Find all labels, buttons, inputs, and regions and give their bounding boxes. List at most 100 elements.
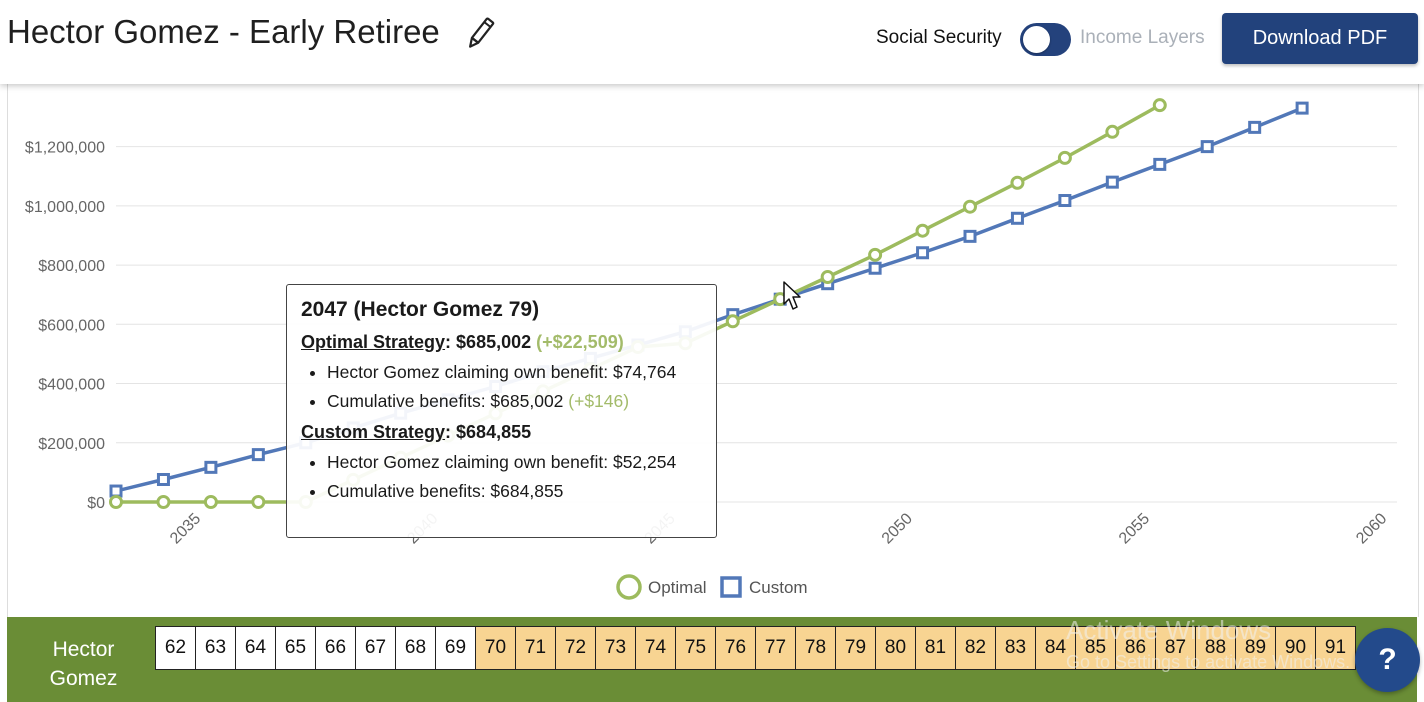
age-cell-69[interactable]: 69	[435, 626, 476, 670]
age-cell-79[interactable]: 79	[835, 626, 876, 670]
custom-strategy-value: $684,855	[456, 422, 532, 442]
custom-cumulative-benefits: Cumulative benefits: $684,855	[327, 481, 564, 501]
age-cell-64[interactable]: 64	[235, 626, 276, 670]
optimal-own-benefit: Hector Gomez claiming own benefit: $74,7…	[327, 362, 677, 382]
age-cell-84[interactable]: 84	[1035, 626, 1076, 670]
custom-data-point[interactable]	[868, 261, 882, 275]
age-cell-85[interactable]: 85	[1075, 626, 1116, 670]
custom-data-point[interactable]	[1058, 194, 1072, 208]
y-tick-label: $200,000	[38, 436, 105, 453]
download-pdf-button[interactable]: Download PDF	[1222, 13, 1418, 64]
optimal-data-point[interactable]	[1010, 175, 1025, 190]
age-cell-91[interactable]: 91	[1315, 626, 1356, 670]
custom-data-point[interactable]	[963, 229, 977, 243]
age-cell-73[interactable]: 73	[595, 626, 636, 670]
age-cell-66[interactable]: 66	[315, 626, 356, 670]
person-last-name: Gomez	[49, 667, 118, 690]
age-cell-65[interactable]: 65	[275, 626, 316, 670]
y-tick-label: $0	[87, 495, 105, 512]
age-cell-77[interactable]: 77	[755, 626, 796, 670]
optimal-data-point[interactable]	[156, 495, 171, 509]
legend-optimal-marker[interactable]	[616, 574, 642, 600]
optimal-data-point[interactable]	[868, 247, 883, 262]
age-cell-78[interactable]: 78	[795, 626, 836, 670]
optimal-cumulative-delta: (+$146)	[568, 391, 630, 411]
optimal-data-point[interactable]	[1105, 124, 1120, 139]
age-cell-71[interactable]: 71	[515, 626, 556, 670]
optimal-data-point[interactable]	[725, 314, 740, 329]
list-item: Hector Gomez claiming own benefit: $74,7…	[327, 358, 702, 387]
age-cell-72[interactable]: 72	[555, 626, 596, 670]
custom-data-point[interactable]	[1295, 101, 1309, 115]
optimal-data-point[interactable]	[1152, 98, 1167, 113]
age-cell-88[interactable]: 88	[1195, 626, 1236, 670]
legend-custom-label[interactable]: Custom	[749, 578, 808, 597]
y-tick-label: $600,000	[38, 317, 105, 334]
age-cell-87[interactable]: 87	[1155, 626, 1196, 670]
age-cell-70[interactable]: 70	[475, 626, 516, 670]
income-layers-label: Income Layers	[1080, 27, 1205, 48]
x-tick-label: 2060	[1353, 510, 1390, 547]
age-cell-67[interactable]: 67	[355, 626, 396, 670]
optimal-strategy-label: Optimal Strategy	[301, 332, 446, 352]
optimal-data-point[interactable]	[251, 495, 266, 509]
chart-legend[interactable]: Optimal Custom	[616, 574, 808, 600]
custom-data-point[interactable]	[916, 246, 930, 260]
income-view-toggle[interactable]	[1020, 23, 1071, 56]
optimal-data-point[interactable]	[109, 495, 123, 509]
y-tick-label: $1,000,000	[25, 199, 105, 216]
optimal-strategy-details: Hector Gomez claiming own benefit: $74,7…	[301, 358, 702, 416]
social-security-label: Social Security	[876, 27, 1002, 48]
age-cell-83[interactable]: 83	[995, 626, 1036, 670]
age-cell-74[interactable]: 74	[635, 626, 676, 670]
age-cell-62[interactable]: 62	[155, 626, 196, 670]
page-title: Hector Gomez - Early Retiree	[7, 13, 440, 50]
legend-custom-marker[interactable]	[720, 576, 742, 598]
optimal-data-point[interactable]	[1057, 150, 1072, 165]
optimal-data-point[interactable]	[820, 269, 835, 284]
pencil-icon[interactable]	[465, 15, 495, 53]
custom-data-point[interactable]	[251, 448, 265, 462]
age-cell-86[interactable]: 86	[1115, 626, 1156, 670]
custom-data-point[interactable]	[1248, 120, 1262, 134]
custom-strategy-heading: Custom Strategy: $684,855	[301, 422, 532, 442]
age-cell-81[interactable]: 81	[915, 626, 956, 670]
custom-own-benefit: Hector Gomez claiming own benefit: $52,2…	[327, 452, 677, 472]
custom-data-point[interactable]	[204, 460, 218, 474]
age-timeline-bar: Hector Gomez 62 63 64 65 66 67 68 69 70 71 72 73 74 7…	[7, 617, 1417, 702]
app-header: Hector Gomez - Early Retiree Social Secu…	[0, 0, 1424, 84]
person-name: Hector Gomez	[7, 635, 160, 693]
optimal-cumulative-benefits: Cumulative benefits: $685,002	[327, 391, 564, 411]
help-button[interactable]: ?	[1355, 628, 1420, 692]
tooltip-title: 2047 (Hector Gomez 79)	[301, 298, 540, 321]
y-tick-label: $800,000	[38, 258, 105, 275]
custom-data-point[interactable]	[156, 472, 170, 486]
optimal-strategy-delta: (+$22,509)	[536, 332, 624, 352]
age-cell-75[interactable]: 75	[675, 626, 716, 670]
custom-data-point[interactable]	[1010, 211, 1024, 225]
custom-data-point[interactable]	[1153, 157, 1167, 171]
x-tick-label: 2050	[879, 510, 916, 547]
x-tick-label: 2055	[1116, 510, 1153, 547]
optimal-data-point[interactable]	[203, 495, 218, 509]
chart-tooltip: 2047 (Hector Gomez 79) Optimal Strategy:…	[286, 284, 717, 538]
custom-data-point[interactable]	[1200, 140, 1214, 154]
age-cell-89[interactable]: 89	[1235, 626, 1276, 670]
age-cell-80[interactable]: 80	[875, 626, 916, 670]
toggle-knob[interactable]	[1023, 26, 1050, 53]
optimal-data-point[interactable]	[915, 223, 930, 238]
age-cell-82[interactable]: 82	[955, 626, 996, 670]
custom-data-point[interactable]	[109, 484, 123, 498]
age-cell-63[interactable]: 63	[195, 626, 236, 670]
x-tick-label: 2035	[167, 510, 204, 547]
mouse-cursor-icon	[783, 281, 801, 310]
age-cells: 62 63 64 65 66 67 68 69 70 71 72 73 74 75 76 77 78 79 80 81…	[155, 626, 1356, 670]
legend-optimal-label[interactable]: Optimal	[648, 578, 707, 597]
age-cell-90[interactable]: 90	[1275, 626, 1316, 670]
custom-data-point[interactable]	[1105, 175, 1119, 189]
age-cell-68[interactable]: 68	[395, 626, 436, 670]
age-cell-76[interactable]: 76	[715, 626, 756, 670]
optimal-data-point[interactable]	[963, 199, 977, 214]
custom-strategy-label: Custom Strategy	[301, 422, 446, 442]
list-item: Hector Gomez claiming own benefit: $52,2…	[327, 448, 702, 477]
